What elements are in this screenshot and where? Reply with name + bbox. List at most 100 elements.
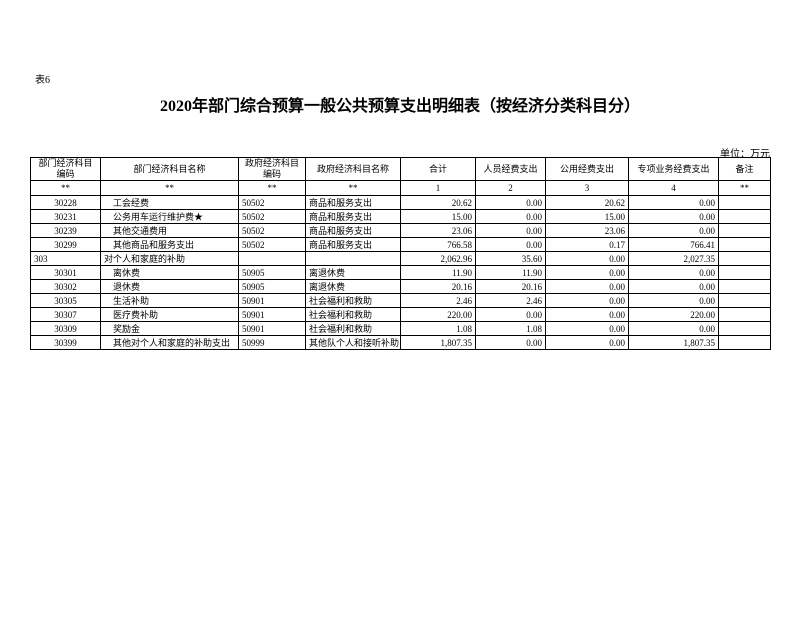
cell: 50901: [238, 293, 306, 308]
cell: 30307: [30, 307, 101, 322]
header-text: 公用经费支出: [559, 163, 614, 174]
cell: 0.17: [545, 237, 629, 252]
cell: 23.06: [400, 223, 476, 238]
header-cell: 人员经费支出: [475, 157, 546, 181]
data-row: 30228 工会经费 50502 商品和服务支出 20.62 0.00 20.62 0.00: [30, 195, 771, 210]
cell: 0.00: [628, 293, 719, 308]
index-cell: 1: [400, 180, 476, 196]
cell: 公务用车运行维护费★: [100, 209, 239, 224]
cell: 50502: [238, 237, 306, 252]
cell: 0.00: [628, 279, 719, 294]
data-row: 30307 医疗费补助 50901 社会福利和救助 220.00 0.00 0.00 220.…: [30, 307, 771, 322]
cell: [718, 195, 771, 210]
index-row: ** ** ** ** 1 2 3 4 **: [30, 180, 771, 196]
header-cell: 合计: [400, 157, 476, 181]
header-text: 部门经济科目: [38, 158, 93, 169]
header-text: 编码: [56, 169, 75, 179]
cell: [305, 251, 401, 266]
header-cell: 政府经济科目 编码: [238, 157, 306, 181]
index-cell: **: [305, 180, 401, 196]
index-cell: **: [718, 180, 771, 196]
cell: 社会福利和救助: [305, 321, 401, 336]
index-cell: 4: [628, 180, 719, 196]
cell: 0.00: [545, 293, 629, 308]
cell: 11.90: [400, 265, 476, 280]
cell: 0.00: [628, 321, 719, 336]
index-cell: **: [238, 180, 306, 196]
cell: 0.00: [475, 307, 546, 322]
cell: [718, 293, 771, 308]
cell: 23.06: [545, 223, 629, 238]
cell: 35.60: [475, 251, 546, 266]
header-text: 专项业务经费支出: [637, 163, 710, 174]
header-row: 部门经济科目 编码 部门经济科目名称 政府经济科目 编码 政府经济科目名称 合计 人员经费支出…: [30, 157, 771, 181]
cell: 0.00: [545, 279, 629, 294]
header-text: 备注: [735, 163, 754, 174]
cell: 766.58: [400, 237, 476, 252]
index-cell: **: [30, 180, 101, 196]
cell: 0.00: [545, 335, 629, 350]
cell: 766.41: [628, 237, 719, 252]
index-cell: **: [100, 180, 239, 196]
header-text: 人员经费支出: [483, 163, 538, 174]
cell: 其他交通费用: [100, 223, 239, 238]
cell: 0.00: [545, 321, 629, 336]
cell: 50905: [238, 279, 306, 294]
cell: 2,062.96: [400, 251, 476, 266]
data-row: 30301 离休费 50905 离退休费 11.90 11.90 0.00 0.00: [30, 265, 771, 280]
cell: 20.62: [400, 195, 476, 210]
cell: 30399: [30, 335, 101, 350]
cell: 50905: [238, 265, 306, 280]
cell: 2,027.35: [628, 251, 719, 266]
index-cell: 3: [545, 180, 629, 196]
budget-table: 部门经济科目 编码 部门经济科目名称 政府经济科目 编码 政府经济科目名称 合计 人员经费支出…: [30, 157, 771, 350]
cell: 50901: [238, 321, 306, 336]
cell: 对个人和家庭的补助: [100, 251, 239, 266]
header-text: 合计: [428, 163, 447, 174]
cell: 220.00: [400, 307, 476, 322]
header-text: 政府经济科目: [244, 158, 299, 169]
cell: 离退休费: [305, 265, 401, 280]
header-cell: 政府经济科目名称: [305, 157, 401, 181]
cell: 50502: [238, 195, 306, 210]
unit: 单位：万元: [720, 149, 770, 160]
cell: [718, 265, 771, 280]
cell: [718, 307, 771, 322]
header-cell: 部门经济科目名称: [100, 157, 239, 181]
cell: 2.46: [400, 293, 476, 308]
cell: 0.00: [628, 209, 719, 224]
data-row: 303 对个人和家庭的补助 2,062.96 35.60 0.00 2,027.35: [30, 251, 771, 266]
header-text: 部门经济科目名称: [133, 163, 206, 174]
cell: 医疗费补助: [100, 307, 239, 322]
cell: [718, 251, 771, 266]
cell: [238, 251, 306, 266]
cell: 离退休费: [305, 279, 401, 294]
cell: 0.00: [475, 237, 546, 252]
cell: 0.00: [628, 223, 719, 238]
cell: 0.00: [475, 195, 546, 210]
cell: 50901: [238, 307, 306, 322]
cell: 商品和服务支出: [305, 223, 401, 238]
cell: 其他商品和服务支出: [100, 237, 239, 252]
cell: 工会经费: [100, 195, 239, 210]
cell: 1,807.35: [400, 335, 476, 350]
cell: 15.00: [545, 209, 629, 224]
cell: 1.08: [475, 321, 546, 336]
cell: 其他队个人和接听补助: [305, 335, 401, 350]
cell: [718, 223, 771, 238]
header-text: 政府经济科目名称: [316, 163, 389, 174]
cell: 30305: [30, 293, 101, 308]
cell: [718, 335, 771, 350]
cell: 20.62: [545, 195, 629, 210]
cell: 生活补助: [100, 293, 239, 308]
header-cell: 专项业务经费支出: [628, 157, 719, 181]
cell: 30231: [30, 209, 101, 224]
cell: 30302: [30, 279, 101, 294]
cell: 1,807.35: [628, 335, 719, 350]
header-cell: 备注: [718, 157, 771, 181]
title: 2020年部门综合预算一般公共预算支出明细表（按经济分类科目分）: [159, 98, 640, 115]
cell: 50502: [238, 223, 306, 238]
cell: 社会福利和救助: [305, 293, 401, 308]
cell: 20.16: [400, 279, 476, 294]
